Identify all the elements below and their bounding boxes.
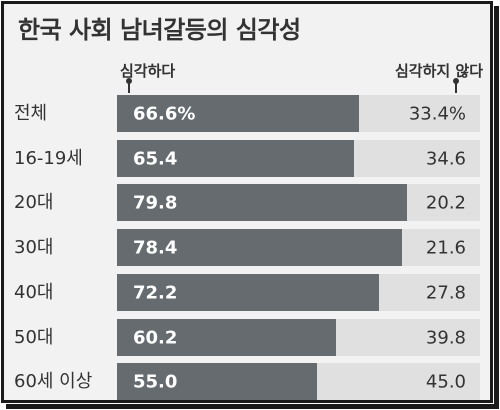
- value-label-not-serious: 20.2: [425, 192, 466, 213]
- bar-serious: 60.2: [117, 319, 336, 356]
- bar-serious: 79.8: [117, 184, 407, 221]
- value-label-serious: 78.4: [133, 237, 178, 258]
- bar-serious: 55.0: [117, 363, 317, 400]
- bar-serious: 65.4: [117, 140, 355, 177]
- value-label-not-serious: 39.8: [425, 327, 466, 348]
- legend-not-serious-pointer: [455, 80, 457, 93]
- value-label-not-serious: 34.6: [425, 148, 466, 169]
- value-label-serious: 66.6%: [133, 103, 196, 124]
- legend-serious-pointer: [128, 80, 130, 93]
- legend-serious-dot: [126, 78, 132, 84]
- bar-not-serious: 66.6% 33.4%: [117, 95, 480, 132]
- value-label-serious: 79.8: [133, 192, 178, 213]
- value-label-not-serious: 33.4%: [408, 103, 466, 124]
- bar-not-serious: 60.2 39.8: [117, 319, 480, 356]
- value-label-not-serious: 45.0: [425, 371, 466, 392]
- bar-not-serious: 79.8 20.2: [117, 184, 480, 221]
- chart-title: 한국 사회 남녀갈등의 심각성: [18, 16, 301, 44]
- bar-not-serious: 72.2 27.8: [117, 274, 480, 311]
- category-label: 30대: [14, 236, 54, 258]
- value-label-serious: 72.2: [133, 282, 178, 303]
- category-label: 20대: [14, 191, 54, 213]
- value-label-not-serious: 21.6: [425, 237, 466, 258]
- value-label-serious: 65.4: [133, 148, 178, 169]
- category-label: 전체: [14, 102, 48, 124]
- bar-not-serious: 78.4 21.6: [117, 229, 480, 266]
- bar-not-serious: 55.0 45.0: [117, 363, 480, 400]
- value-label-serious: 55.0: [133, 371, 178, 392]
- category-label: 60세 이상: [14, 370, 93, 392]
- bar-not-serious: 65.4 34.6: [117, 140, 480, 177]
- frame-shadow-bottom: [6, 404, 499, 409]
- legend-serious: 심각하다: [120, 62, 176, 80]
- bar-serious: 72.2: [117, 274, 380, 311]
- bar-serious: 66.6%: [117, 95, 359, 132]
- legend-not-serious-dot: [453, 78, 459, 84]
- legend-not-serious: 심각하지 않다: [394, 62, 483, 80]
- category-label: 40대: [14, 281, 54, 303]
- value-label-serious: 60.2: [133, 327, 178, 348]
- category-label: 50대: [14, 326, 54, 348]
- category-label: 16-19세: [14, 147, 83, 169]
- frame-shadow-right: [494, 6, 499, 409]
- value-label-not-serious: 27.8: [425, 282, 466, 303]
- bar-serious: 78.4: [117, 229, 402, 266]
